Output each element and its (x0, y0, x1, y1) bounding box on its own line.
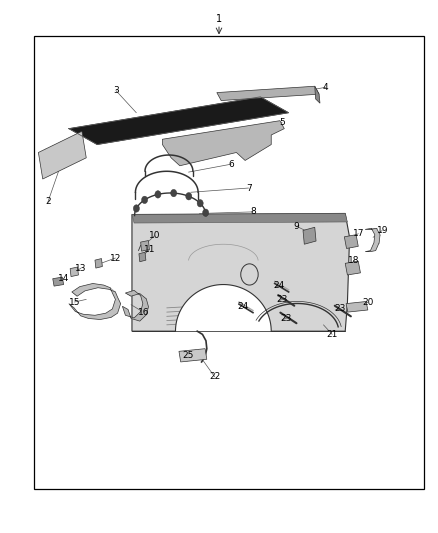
Polygon shape (346, 302, 368, 312)
Text: 23: 23 (334, 304, 345, 313)
Text: 14: 14 (57, 274, 69, 283)
Polygon shape (345, 261, 360, 275)
Text: 12: 12 (110, 254, 121, 263)
Text: 13: 13 (75, 264, 87, 272)
Text: 16: 16 (138, 308, 150, 317)
Polygon shape (95, 259, 102, 268)
Polygon shape (122, 290, 148, 321)
Text: 18: 18 (348, 256, 360, 265)
Text: 9: 9 (293, 222, 299, 231)
Polygon shape (132, 214, 347, 223)
Circle shape (133, 205, 139, 212)
Polygon shape (365, 228, 380, 252)
Circle shape (197, 199, 203, 207)
Text: 23: 23 (281, 314, 292, 323)
Text: 15: 15 (69, 297, 80, 306)
Text: 3: 3 (113, 86, 119, 95)
Text: 17: 17 (353, 229, 364, 238)
Text: 10: 10 (149, 231, 160, 240)
Polygon shape (39, 131, 86, 179)
Text: 7: 7 (246, 183, 251, 192)
Text: 21: 21 (326, 330, 338, 339)
Text: 11: 11 (144, 245, 155, 254)
Polygon shape (217, 86, 319, 101)
Text: 6: 6 (228, 160, 234, 168)
Polygon shape (53, 277, 64, 286)
Text: 25: 25 (183, 351, 194, 360)
Text: 1: 1 (216, 14, 222, 24)
Text: 24: 24 (273, 281, 285, 290)
Polygon shape (69, 97, 289, 144)
Polygon shape (344, 235, 358, 248)
Text: 8: 8 (250, 207, 256, 216)
Text: 22: 22 (209, 372, 220, 381)
Polygon shape (141, 240, 149, 251)
Text: 4: 4 (323, 83, 328, 92)
Text: 2: 2 (45, 197, 51, 206)
Circle shape (186, 192, 192, 200)
Text: 24: 24 (237, 302, 248, 311)
Polygon shape (315, 86, 320, 103)
Polygon shape (176, 285, 271, 331)
Polygon shape (303, 227, 316, 244)
Circle shape (203, 209, 208, 216)
Circle shape (171, 189, 177, 197)
Circle shape (155, 191, 161, 198)
Text: 20: 20 (362, 298, 374, 307)
Polygon shape (132, 214, 350, 331)
Text: 19: 19 (376, 226, 388, 235)
Polygon shape (139, 252, 146, 262)
Polygon shape (70, 267, 78, 277)
Polygon shape (162, 120, 284, 166)
Text: 23: 23 (277, 295, 288, 304)
Text: 5: 5 (279, 118, 285, 127)
Polygon shape (69, 284, 120, 319)
Bar (34, 36, 424, 489)
Polygon shape (179, 349, 207, 362)
Circle shape (141, 196, 148, 204)
